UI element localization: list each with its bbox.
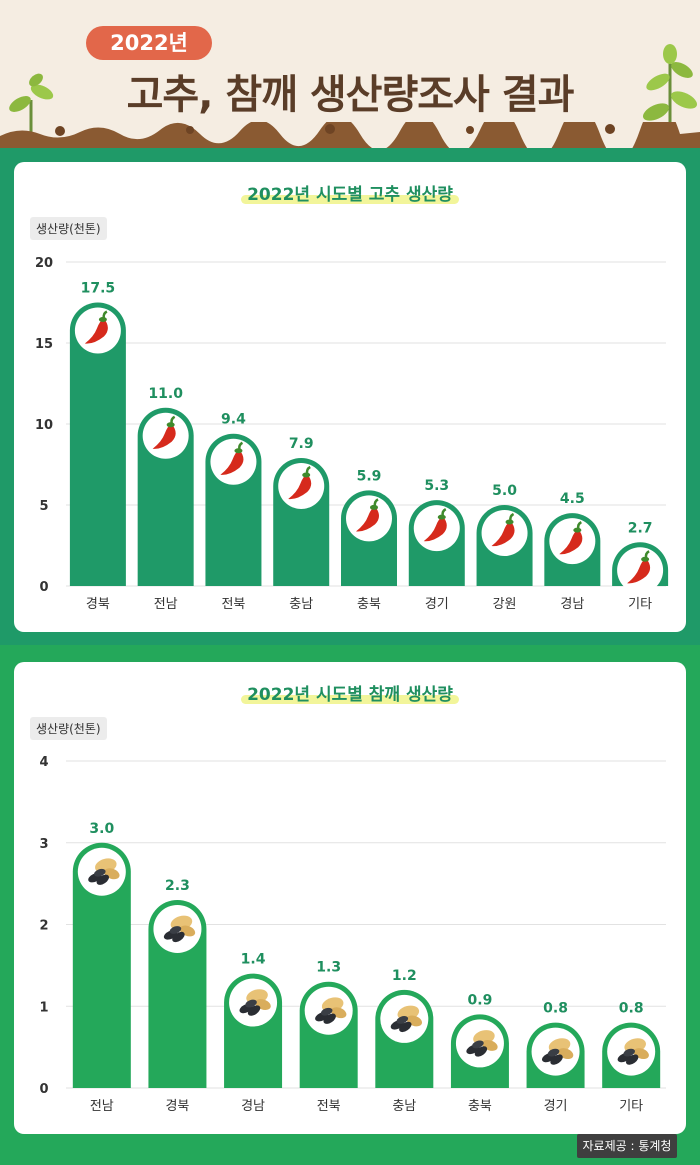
value-label: 9.4 [221,412,246,428]
bar-전북 [205,433,262,586]
x-tick-label: 전남 [154,597,178,612]
source-badge: 자료제공 : 통계청 [577,1134,677,1158]
y-tick-label: 20 [35,256,53,271]
sesame-seeds-icon [163,915,196,943]
value-label: 1.4 [241,952,266,968]
bar-충북 [341,490,397,586]
sesame-chart-title: 2022년 시도별 참깨 생산량 [241,680,459,705]
bar-경기 [526,1022,585,1088]
sesame-seeds-icon [617,1038,649,1065]
bar-충북 [450,1014,509,1088]
x-tick-label: 경기 [544,1099,568,1114]
value-label: 2.7 [628,520,653,536]
chili-pepper-icon [423,508,447,542]
pepper-bar-chart: 0 5 10 15 20 17.5 경북 11.0 전남 9.4 전북 7.9 충남 5.9 충북 5.3 경기… [35,256,669,612]
x-tick-label: 전북 [221,597,245,612]
bar-shape [69,302,126,586]
value-label: 5.0 [492,483,517,499]
x-tick-label: 경기 [425,597,449,612]
sesame-seeds-icon [88,858,120,885]
x-tick-label: 경남 [241,1099,265,1114]
value-label: 2.3 [165,878,190,894]
y-tick-label: 1 [39,1000,48,1015]
chili-pepper-icon [220,441,244,475]
x-tick-label: 기타 [628,597,652,612]
x-tick-label: 충북 [468,1099,492,1114]
sesame-seeds-icon [315,997,347,1024]
sesame-bar-chart: 0 1 2 3 4 3.0 전남 2.3 경북 1.4 경남 1.3 전북 1.2 충남 0.9 충북 0.8 경기… [39,755,666,1114]
bar-경남 [224,973,283,1088]
bar-경북 [148,899,207,1088]
bar-경남 [544,513,601,586]
value-label: 17.5 [81,281,116,297]
sesame-seeds-icon [390,1005,423,1033]
bar-기타 [612,542,669,594]
pepper-unit-label: 생산량(천톤) [30,217,107,240]
x-tick-label: 전남 [90,1099,114,1114]
bar-shape [72,842,131,1088]
chili-pepper-icon [152,415,176,449]
value-label: 3.0 [89,821,114,837]
y-tick-label: 2 [39,919,48,934]
y-tick-label: 10 [35,418,53,433]
bar-기타 [602,1022,661,1088]
value-label: 0.8 [619,1001,644,1017]
bar-전북 [299,981,358,1088]
sprout-left-icon [9,73,54,140]
sesame-unit-label: 생산량(천톤) [30,717,107,740]
value-label: 5.9 [357,468,382,484]
x-tick-label: 경북 [86,597,110,612]
y-tick-label: 5 [39,499,48,514]
bar-경기 [408,500,465,586]
header-banner: 2022년 고추, 참깨 생산량조사 결과 [0,0,700,148]
value-label: 7.9 [289,436,314,452]
chili-pepper-icon [491,512,515,547]
chili-pepper-icon [627,550,651,584]
value-label: 5.3 [424,478,449,494]
x-tick-label: 경남 [560,597,584,612]
bar-강원 [476,505,533,586]
x-tick-label: 강원 [493,597,517,612]
y-tick-label: 0 [39,1082,48,1097]
pepper-chart-title: 2022년 시도별 고추 생산량 [241,180,459,205]
bar-전남 [137,407,194,586]
x-tick-label: 경북 [165,1099,189,1114]
chili-pepper-icon [559,520,583,555]
y-tick-label: 4 [39,755,48,770]
bar-경북 [69,302,126,586]
page-title: 고추, 참깨 생산량조사 결과 [126,72,575,118]
year-badge: 2022년 [86,26,212,60]
value-label: 1.3 [316,960,341,976]
sesame-seeds-icon [239,989,271,1016]
bar-전남 [72,842,131,1088]
chili-pepper-icon [356,498,379,532]
y-tick-label: 3 [39,837,48,852]
x-tick-label: 전북 [317,1099,341,1114]
value-label: 11.0 [148,386,183,402]
value-label: 1.2 [392,968,417,984]
value-label: 4.5 [560,491,585,507]
y-tick-label: 15 [35,337,53,352]
bar-충남 [273,458,330,586]
chili-pepper-icon [84,310,108,344]
x-tick-label: 충남 [392,1099,416,1114]
bar-충남 [375,989,434,1088]
sesame-seeds-icon [466,1030,498,1057]
sesame-chart-card: 2022년 시도별 참깨 생산량 생산량(천톤) 0 1 2 3 4 3.0 전남 2.3 경북… [14,662,686,1134]
pepper-chart-card: 2022년 시도별 고추 생산량 생산량(천톤) 0 5 10 15 20 17.5 경북 1… [14,162,686,632]
y-tick-label: 0 [39,580,48,595]
x-tick-label: 충북 [357,597,381,612]
value-label: 0.8 [543,1001,568,1017]
x-tick-label: 기타 [619,1099,643,1114]
chili-pepper-icon [288,465,312,500]
sesame-seeds-icon [541,1038,574,1065]
value-label: 0.9 [468,992,493,1008]
x-tick-label: 충남 [289,597,313,612]
soil-decoration [0,122,700,148]
